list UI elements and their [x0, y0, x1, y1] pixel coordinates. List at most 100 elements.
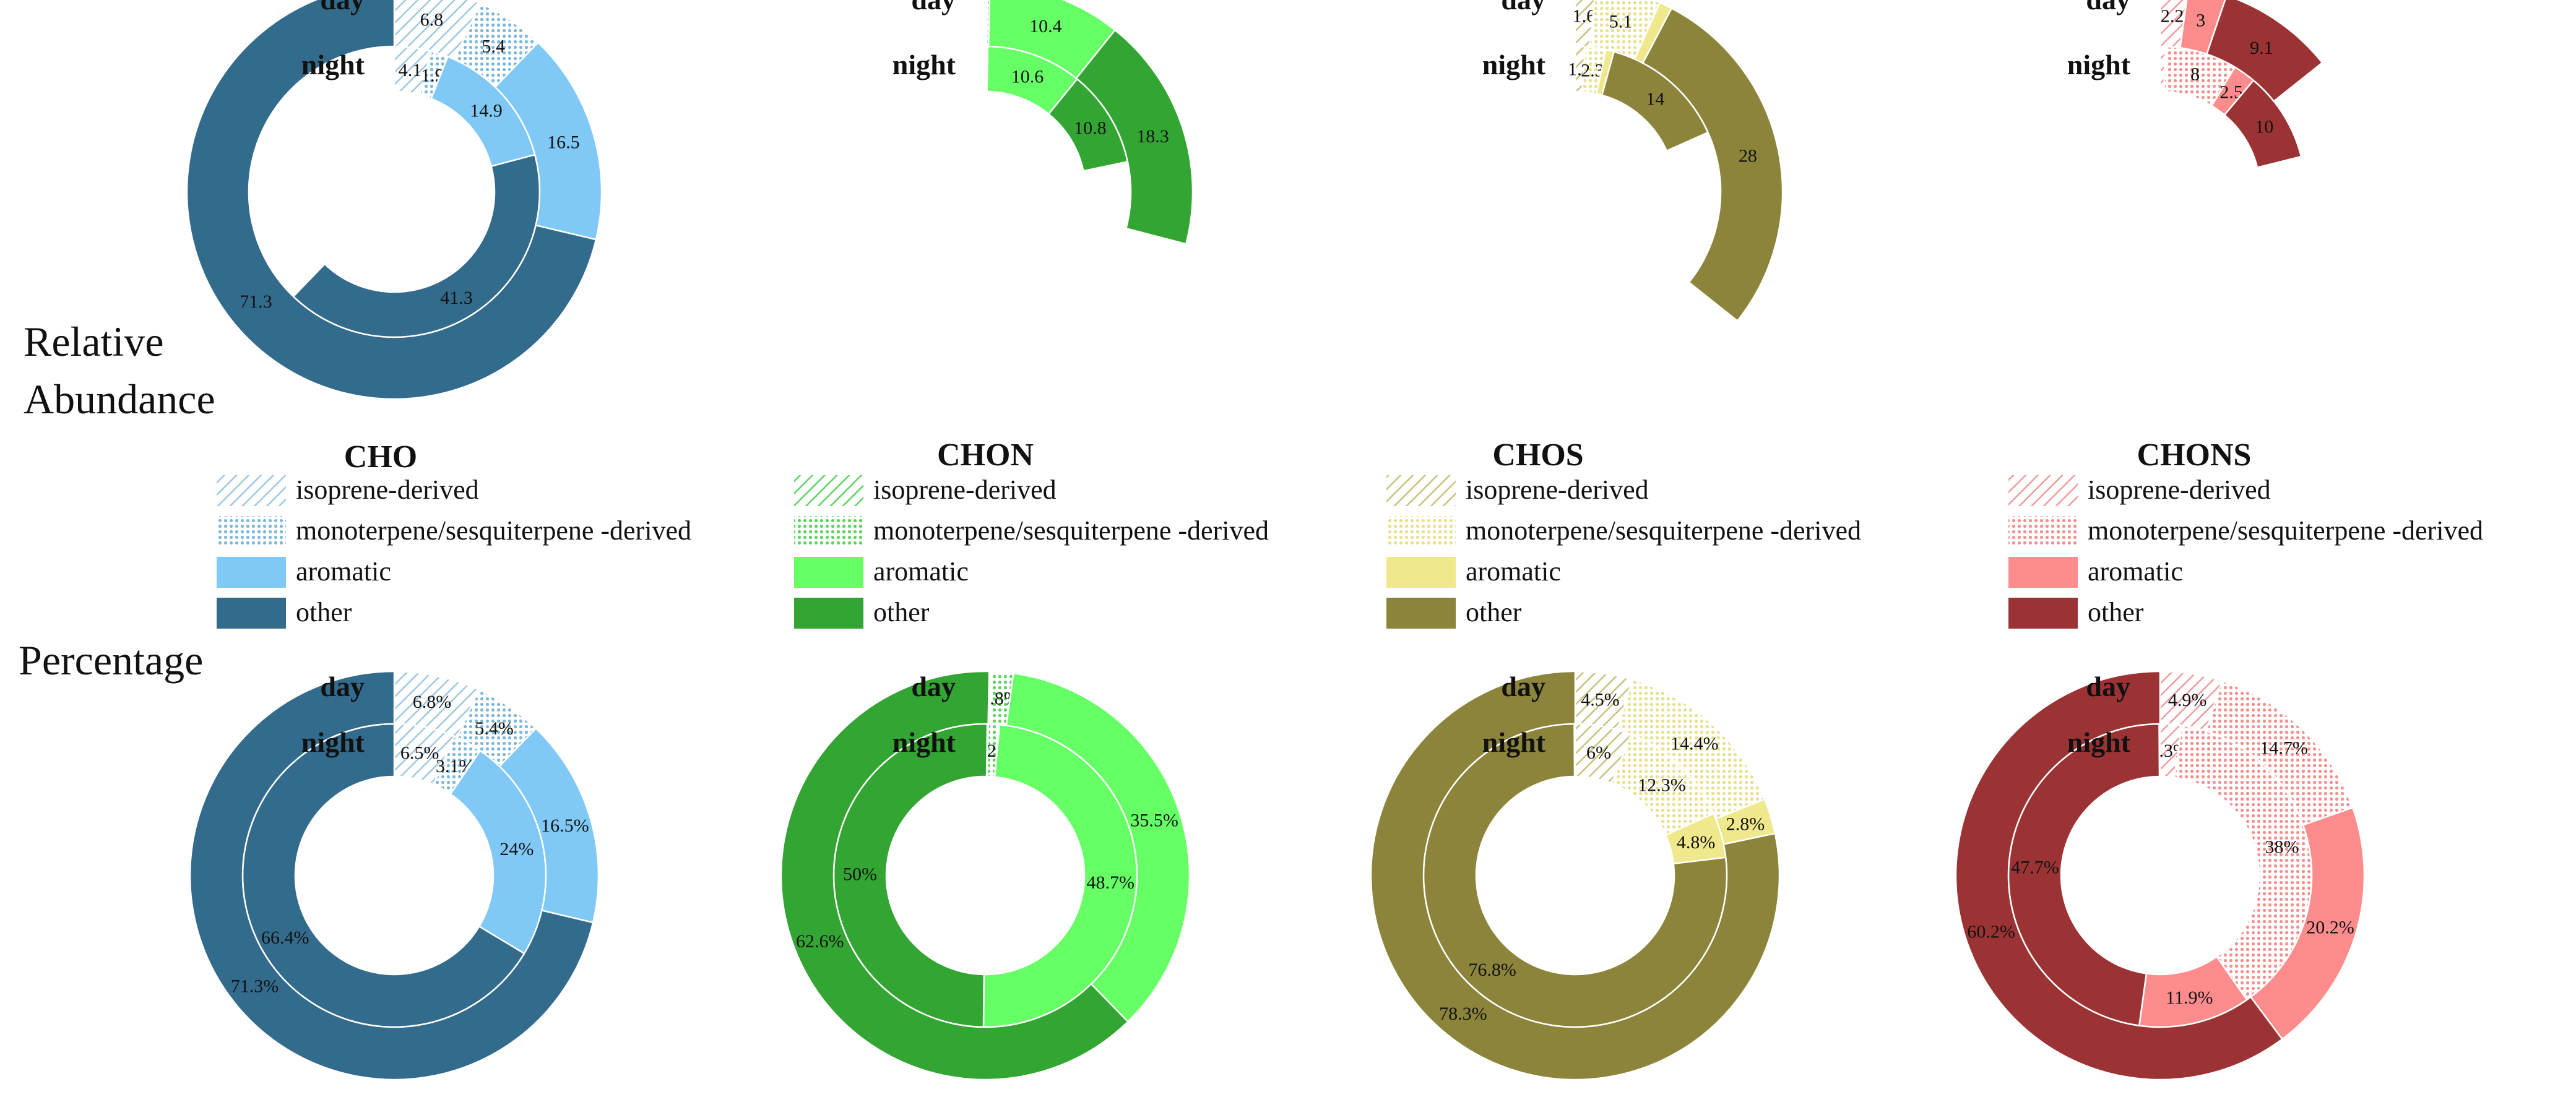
label-cho-day-other: 71.3 [240, 291, 272, 312]
ring-label-night-chons: night [2067, 726, 2131, 758]
legend-label-cho-isoprene: isoprene-derived [296, 475, 479, 505]
ring-label-night-chon: night [893, 726, 956, 758]
row-label-relative: Relative [24, 318, 164, 365]
donut-chons-percentage: 2.3%38%11.9%47.7%4.9%14.7%20.2%60.2%dayn… [1955, 670, 2366, 1081]
label-chos-day-aromatic: 2.8% [1726, 814, 1765, 834]
legend-title-chons: CHONS [2137, 437, 2252, 473]
label-chons-day-other: 9.1 [2250, 38, 2273, 58]
legend-swatch-chos-aromatic [1386, 557, 1456, 588]
donut-cho-relative: 4.11.914.941.36.85.416.571.3daynight [186, 0, 603, 400]
label-chos-night-isoprene: 6% [1586, 742, 1611, 763]
legend-label-chons-mono: monoterpene/sesquiterpene -derived [2088, 515, 2483, 546]
legend-swatch-chons-isoprene [2008, 475, 2078, 506]
label-chons-night-mono: 8 [2190, 64, 2200, 85]
wedge-chos-day-other [1370, 670, 1781, 1081]
legend-title-cho: CHO [344, 439, 417, 475]
ring-label-night-cho: night [301, 49, 365, 80]
row-label-abundance: Abundance [24, 376, 215, 423]
label-chon-day-aromatic: 35.5% [1130, 810, 1178, 830]
label-chon-night-aromatic: 48.7% [1086, 872, 1135, 893]
legend-label-chon-other: other [873, 597, 930, 627]
legend-swatch-cho-mono [217, 516, 286, 547]
label-chos-day-mono: 14.4% [1671, 734, 1719, 754]
ring-label-night-cho: night [301, 726, 365, 758]
label-chon-night-other: 50% [843, 864, 877, 884]
ring-label-day-chos: day [1501, 671, 1545, 702]
label-cho-day-mono: 5.4 [482, 36, 505, 56]
legend-swatch-chon-other [794, 598, 863, 629]
label-cho-day-isoprene: 6.8% [413, 692, 452, 712]
legend-label-chos-mono: monoterpene/sesquiterpene -derived [1466, 515, 1861, 546]
ring-label-day-chon: day [911, 0, 956, 15]
legend-swatch-chons-aromatic [2008, 557, 2078, 588]
label-cho-day-isoprene: 6.8 [420, 9, 444, 30]
ring-label-day-cho: day [320, 0, 365, 15]
legend-label-cho-aromatic: aromatic [296, 556, 391, 587]
ring-label-day-cho: day [320, 671, 365, 702]
label-cho-day-mono: 5.4% [475, 718, 514, 739]
label-cho-night-isoprene: 6.5% [400, 743, 439, 764]
label-cho-night-aromatic: 14.9 [470, 100, 503, 121]
label-chons-night-other: 10 [2255, 117, 2273, 137]
legend-cho: CHO isoprene-derived monoterpene/sesquite… [217, 439, 691, 629]
wedge-chos-day-other [1641, 7, 1784, 322]
donut-cho-percentage: 6.5%3.1%24%66.4%6.8%5.4%16.5%71.3%daynig… [189, 670, 600, 1081]
wedge-chons-day-other [2205, 0, 2323, 103]
label-chons-day-mono: 14.7% [2260, 738, 2308, 759]
legend-swatch-cho-isoprene [217, 475, 286, 506]
label-chons-night-other: 47.7% [2011, 858, 2059, 878]
label-chons-night-mono: 38% [2265, 837, 2299, 857]
ring-label-night-chos: night [1482, 726, 1546, 758]
ring-label-day-chons: day [2086, 0, 2130, 15]
legend-swatch-chons-other [2008, 598, 2078, 629]
label-chos-day-mono: 5.1 [1609, 12, 1633, 32]
legend-chos: CHOS isoprene-derived monoterpene/sesquit… [1386, 437, 1861, 629]
wedge-chon-day-aromatic [1005, 672, 1191, 1023]
legend-title-chos: CHOS [1492, 437, 1583, 473]
label-chos-night-other: 76.8% [1468, 960, 1516, 980]
label-cho-day-aromatic: 16.5% [541, 815, 589, 836]
legend-label-chons-other: other [2088, 597, 2144, 627]
legend-swatch-chos-mono [1386, 516, 1456, 547]
label-chos-day-other: 28 [1739, 145, 1757, 166]
wedge-cho-day-other [189, 670, 594, 1081]
legend-label-chon-isoprene: isoprene-derived [873, 475, 1057, 505]
label-chon-night-aromatic: 10.6 [1011, 67, 1044, 87]
legend-label-chos-aromatic: aromatic [1466, 556, 1561, 587]
ring-label-night-chon: night [893, 49, 956, 80]
label-chon-day-other: 18.3 [1136, 126, 1169, 147]
label-chos-night-aromatic: 4.8% [1677, 832, 1716, 853]
legend-label-cho-other: other [296, 597, 352, 627]
legend-label-chon-aromatic: aromatic [873, 556, 969, 587]
label-cho-night-other: 66.4% [261, 927, 309, 948]
label-chons-day-isoprene: 2.2 [2161, 6, 2184, 27]
legend-label-chons-aromatic: aromatic [2088, 556, 2183, 587]
label-cho-night-isoprene: 4.1 [399, 60, 422, 80]
label-chon-night-other: 10.8 [1074, 118, 1107, 138]
wedge-chon-day-other [780, 670, 1130, 1081]
label-chon-day-other: 62.6% [796, 931, 844, 952]
legend-title-chon: CHON [937, 437, 1034, 473]
ring-label-night-chons: night [2067, 49, 2131, 80]
label-cho-day-aromatic: 16.5 [547, 132, 580, 153]
legend-label-chons-isoprene: isoprene-derived [2088, 475, 2271, 505]
label-chons-night-aromatic: 11.9% [2166, 987, 2213, 1008]
legend-swatch-chos-other [1386, 598, 1456, 629]
label-chos-day-isoprene: 4.5% [1581, 689, 1620, 710]
legend-swatch-cho-other [217, 598, 286, 629]
legend-swatch-chon-mono [794, 516, 863, 547]
legend-swatch-chon-aromatic [794, 557, 863, 588]
wedge-chon-day-other [1075, 28, 1194, 245]
legend-label-cho-mono: monoterpene/sesquiterpene -derived [296, 515, 691, 546]
donut-chos-percentage: 6% 12.3% 4.8% 76.8% 4.5% 14.4% 2.8% 78.3% day nig… [1370, 670, 1781, 1081]
legend-label-chos-isoprene: isoprene-derived [1466, 475, 1649, 505]
label-cho-night-other: 41.3 [440, 288, 473, 308]
wedge-chons-day-other [1955, 670, 2284, 1081]
label-cho-night-aromatic: 24% [499, 839, 534, 859]
label-chons-day-aromatic: 3 [2196, 11, 2205, 31]
legend-swatch-chos-isoprene [1386, 475, 1456, 506]
